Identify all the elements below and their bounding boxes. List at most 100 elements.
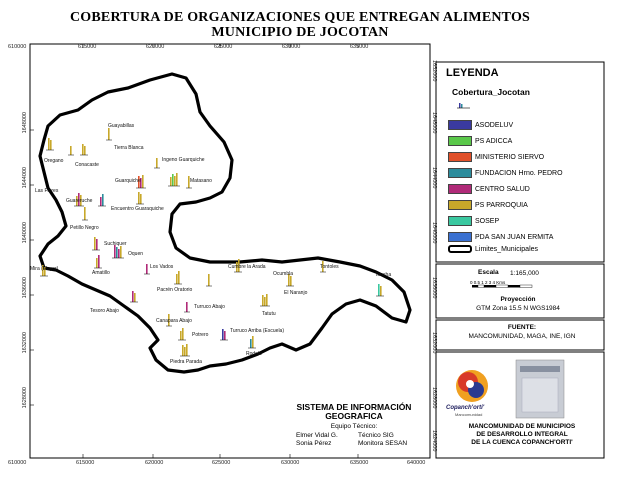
legend-label: PS ADICCA bbox=[475, 137, 513, 145]
village-bar-group bbox=[180, 344, 190, 357]
map-title: COBERTURA DE ORGANIZACIONES QUE ENTREGAN… bbox=[69, 10, 531, 25]
village-bar-group bbox=[136, 192, 144, 205]
y-tick-right-4: 1636000 bbox=[431, 277, 437, 299]
place-label: Turruco Arriba (Escuela) bbox=[230, 328, 284, 334]
village-bar bbox=[288, 274, 290, 286]
village-bar-group bbox=[68, 146, 74, 156]
map-frame bbox=[29, 43, 431, 459]
source-title: FUENTE: bbox=[507, 324, 537, 331]
village-bar bbox=[188, 176, 190, 188]
village-bar bbox=[182, 345, 184, 356]
legend-swatch bbox=[448, 152, 472, 162]
village-bar bbox=[176, 173, 178, 186]
legend-swatch bbox=[448, 120, 472, 130]
x-tick-bottom-2: 620000 bbox=[145, 460, 164, 466]
village-bar bbox=[98, 255, 100, 268]
x-tick-bottom-0: 610000 bbox=[8, 460, 27, 466]
village-bar bbox=[42, 265, 44, 276]
place-label: Los Vados bbox=[150, 264, 174, 270]
x-tick-top-5: 635000 bbox=[350, 44, 369, 50]
y-tick-left-5: 1628000 bbox=[22, 387, 28, 409]
village-bar-group bbox=[98, 194, 106, 207]
scale-value: 1:165,000 bbox=[510, 270, 539, 277]
village-bar-group bbox=[234, 259, 242, 273]
y-tick-left-3: 1636000 bbox=[22, 277, 28, 299]
village-bar bbox=[266, 294, 268, 306]
place-label: Guayabillas bbox=[108, 123, 135, 129]
village-bar bbox=[84, 146, 86, 155]
scale-unit: Kms bbox=[496, 280, 506, 285]
village-bar bbox=[224, 331, 226, 340]
village-bar-group bbox=[320, 261, 326, 273]
village-bar-group bbox=[376, 284, 384, 297]
legend-label: SOSEP bbox=[475, 217, 500, 225]
y-tick-right-1: 1648000 bbox=[431, 112, 437, 134]
village-bar bbox=[236, 262, 238, 272]
village-bar bbox=[208, 274, 210, 286]
village-bar-group bbox=[166, 314, 172, 327]
village-bar-group bbox=[94, 255, 102, 269]
y-tick-right-7: 1624000 bbox=[431, 430, 437, 452]
village-bar-group bbox=[260, 294, 270, 307]
place-label: Mira (Mayor) bbox=[30, 266, 59, 272]
village-bar bbox=[142, 175, 144, 188]
village-bar bbox=[118, 249, 120, 258]
legend-label: ASODELUV bbox=[475, 121, 514, 129]
scale-box bbox=[435, 263, 605, 319]
village-bar bbox=[262, 295, 264, 306]
y-tick-left-4: 1632000 bbox=[22, 332, 28, 354]
legend-item: Limites_Municipales bbox=[448, 244, 538, 254]
x-tick-bottom-1: 615000 bbox=[76, 460, 95, 466]
village-bar-group bbox=[74, 193, 84, 207]
legend-label: CENTRO SALUD bbox=[475, 185, 530, 193]
village-bar bbox=[156, 158, 158, 168]
village-bar bbox=[48, 138, 50, 150]
place-label: Tatutu bbox=[262, 311, 276, 317]
village-bar bbox=[140, 194, 142, 204]
map-subtitle: MUNICIPIO DE JOCOTAN bbox=[211, 25, 389, 40]
village-bar-group bbox=[106, 128, 112, 141]
village-bar bbox=[100, 197, 102, 206]
x-tick-top-0: 610000 bbox=[8, 44, 27, 50]
legend-item: PS ADICCA bbox=[448, 136, 512, 146]
village-bar-group bbox=[112, 245, 124, 259]
village-bar bbox=[146, 264, 148, 274]
place-label: Petillo Negro bbox=[70, 225, 99, 231]
village-bar-group bbox=[184, 302, 190, 313]
municipal-boundary bbox=[38, 72, 412, 374]
place-label: Oregano bbox=[44, 158, 64, 164]
village-bar bbox=[114, 245, 116, 258]
village-bar bbox=[290, 276, 292, 286]
legend-label: PDA SAN JUAN ERMITA bbox=[475, 233, 554, 241]
scale-title: Escala bbox=[478, 269, 499, 276]
village-bar bbox=[222, 329, 224, 340]
legend-subtitle: Cobertura_Jocotan bbox=[452, 87, 530, 97]
place-label: Ocumbla bbox=[273, 271, 294, 277]
village-bar-group bbox=[286, 274, 294, 287]
village-bar-group bbox=[154, 158, 160, 169]
grid-ticks bbox=[30, 44, 359, 458]
place-label: Oquen bbox=[128, 251, 144, 257]
y-tick-left-1: 1644000 bbox=[22, 167, 28, 189]
team-member: Sonia Pérez Monitora SESAN bbox=[296, 440, 408, 447]
village-bar bbox=[84, 207, 86, 220]
village-bar-group bbox=[186, 176, 192, 189]
projection-value: GTM Zona 15.5 N WGS1984 bbox=[476, 305, 560, 312]
village-bar bbox=[138, 192, 140, 204]
village-bar bbox=[120, 246, 122, 258]
place-label: Canapara Abajo bbox=[156, 318, 192, 324]
village-bar-group bbox=[130, 291, 138, 303]
legend-swatch bbox=[448, 168, 472, 178]
place-label: Matasano bbox=[190, 178, 212, 184]
village-bar bbox=[378, 284, 380, 296]
x-tick-bottom-4: 630000 bbox=[281, 460, 300, 466]
x-tick-top-3: 625000 bbox=[214, 44, 233, 50]
scale-numbers: 0 0.5 1 2 3 4 Kms bbox=[470, 280, 506, 285]
village-bar-group bbox=[82, 207, 88, 221]
copanchorti-logo bbox=[456, 370, 488, 402]
village-bar-group bbox=[178, 328, 186, 341]
place-label: Guareruche bbox=[66, 198, 93, 204]
village-bar-group bbox=[206, 274, 212, 287]
legend-swatch bbox=[448, 200, 472, 210]
